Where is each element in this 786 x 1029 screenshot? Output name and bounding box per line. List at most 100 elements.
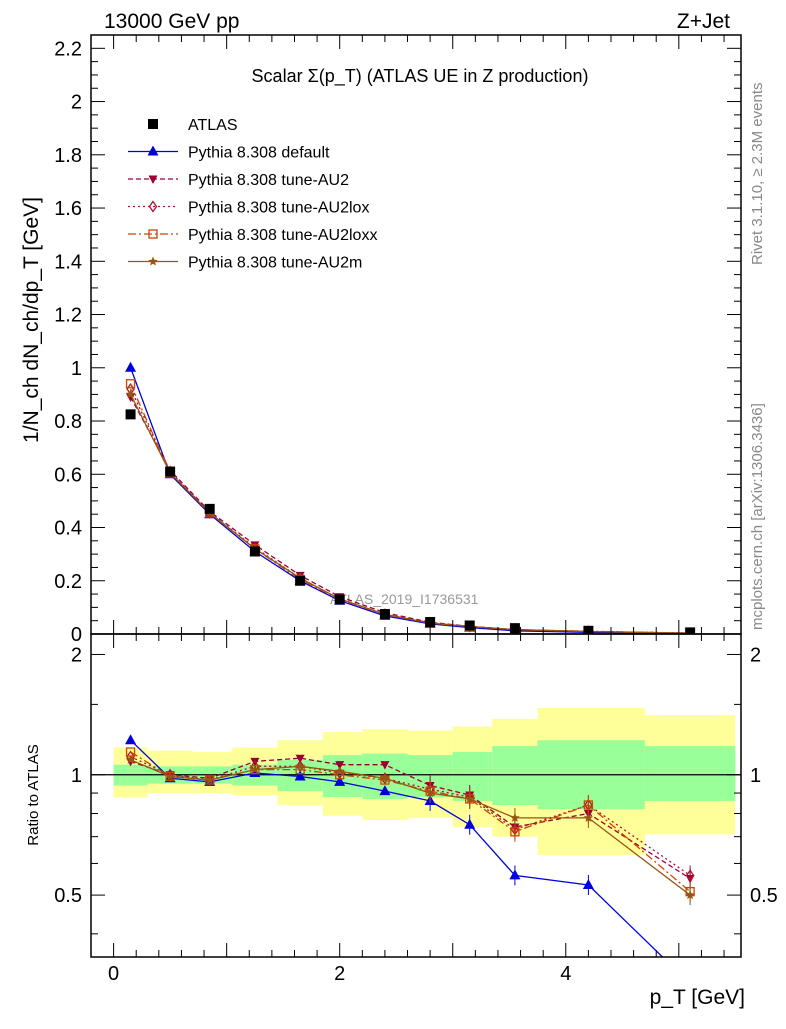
- ratio-data-point: [204, 775, 215, 785]
- main-data-point: [249, 546, 260, 557]
- plot-title: Scalar Σ(p_T) (ATLAS UE in Z production): [252, 66, 589, 87]
- ratio-data-point: [464, 818, 476, 829]
- ratio-band-green: [492, 746, 538, 806]
- ratio-data-point: [509, 869, 521, 880]
- ratio-series-4: [125, 754, 695, 906]
- ratio-y-tick-label-left: 2: [71, 644, 82, 666]
- ratio-y-axis-label: Ratio to ATLAS: [25, 744, 42, 845]
- ratio-y-tick-label-right: 0.5: [750, 885, 778, 907]
- legend-label: Pythia 8.308 tune-AU2m: [188, 255, 362, 272]
- ratio-y-tick-label-left: 0.5: [54, 885, 82, 907]
- ratio-y-tick-label-right: 2: [750, 644, 761, 666]
- header-right: Z+Jet: [677, 10, 730, 33]
- main-y-tick-label: 2.2: [54, 38, 82, 60]
- legend: ATLAS Pythia 8.308 default Pythia 8.308 tu…: [128, 117, 377, 272]
- main-series-group: [125, 361, 696, 634]
- main-data-point: [509, 623, 520, 634]
- ratio-y-tick-label-left: 1: [71, 765, 82, 787]
- ratio-data-point: [380, 761, 390, 770]
- ratio-data-point: [464, 793, 475, 803]
- ratio-series-line: [130, 739, 664, 957]
- ratio-data-point: [425, 788, 435, 798]
- main-y-tick-label: 0.4: [54, 518, 82, 540]
- main-y-tick-label: 1: [71, 358, 82, 380]
- main-y-tick-label: 2: [71, 92, 82, 114]
- legend-label: Pythia 8.308 tune-AU2lox: [188, 200, 369, 217]
- main-y-tick-label: 1.4: [54, 251, 82, 273]
- main-data-point: [125, 389, 136, 399]
- main-y-tick-label: 1.2: [54, 305, 82, 327]
- main-data-point: [334, 594, 345, 605]
- main-series-line: [130, 396, 691, 634]
- main-data-point: [125, 379, 136, 389]
- ratio-series-group: [125, 734, 695, 957]
- legend-marker: [148, 200, 158, 213]
- ratio-data-point: [685, 869, 695, 882]
- legend-marker: [148, 229, 158, 239]
- main-data-point: [464, 620, 475, 631]
- ratio-data-point: [294, 770, 306, 781]
- main-y-tick-label: 0.2: [54, 571, 82, 593]
- main-series-line: [129, 367, 691, 634]
- ratio-y-tick-label-right: 1: [750, 765, 761, 787]
- legend-label: ATLAS: [188, 117, 238, 134]
- x-tick-label: 2: [334, 963, 345, 985]
- legend-entry: Pythia 8.308 tune-AU2loxx: [128, 227, 377, 244]
- axes-group: 0 2 400.20.40.60.811.21.41.61.822.20.5 0.51…: [54, 34, 778, 985]
- main-series-line: [130, 394, 691, 634]
- ratio-data-point: [125, 734, 137, 745]
- ratio-data-point: [582, 878, 594, 889]
- legend-label: Pythia 8.308 tune-AU2: [188, 172, 349, 189]
- legend-entry: Pythia 8.308 tune-AU2: [128, 172, 349, 189]
- main-y-tick-label: 0.6: [54, 464, 82, 486]
- legend-entry: Pythia 8.308 tune-AU2lox: [128, 200, 369, 217]
- ratio-data-point: [335, 761, 345, 770]
- main-y-tick-label: 0.8: [54, 411, 82, 433]
- x-tick-label: 0: [108, 963, 119, 985]
- ratio-data-point: [295, 754, 305, 764]
- ratio-data-point: [583, 812, 594, 822]
- ratio-frame: [90, 633, 742, 958]
- ratio-data-point: [165, 771, 175, 781]
- main-y-tick-label: 1.6: [54, 198, 82, 220]
- legend-marker: [148, 175, 158, 184]
- ratio-data-point: [334, 766, 345, 776]
- mcplots-label: mcplots.cern.ch [arXiv:1306.3436]: [749, 403, 766, 630]
- ratio-series-line: [130, 759, 691, 896]
- watermark: ATLAS_2019_I1736531: [330, 591, 479, 607]
- ratio-data-point: [380, 773, 390, 783]
- legend-entry: Pythia 8.308 tune-AU2m: [128, 255, 362, 272]
- main-data-point: [295, 575, 306, 586]
- ratio-data-point: [295, 761, 305, 771]
- ratio-data-point: [685, 890, 695, 900]
- main-data-point: [685, 627, 696, 634]
- legend-entry: ATLAS: [148, 117, 238, 134]
- legend-label: Pythia 8.308 tune-AU2loxx: [188, 227, 377, 244]
- main-data-point: [165, 466, 176, 477]
- main-data-point: [204, 503, 215, 514]
- main-data-point: [125, 361, 137, 372]
- legend-marker: [147, 145, 159, 156]
- ratio-data-point: [125, 754, 136, 764]
- ratio-band-green: [644, 746, 736, 801]
- x-tick-label: 4: [560, 963, 571, 985]
- main-series-0: [125, 409, 696, 634]
- ratio-data-point: [379, 785, 391, 796]
- legend-entry: Pythia 8.308 default: [128, 145, 330, 162]
- legend-label: Pythia 8.308 default: [188, 145, 330, 162]
- main-y-tick-label: 0: [71, 624, 82, 646]
- main-data-point: [379, 609, 390, 620]
- ratio-data-point: [250, 764, 260, 774]
- legend-marker: [148, 256, 158, 266]
- ratio-series-line: [130, 757, 691, 880]
- main-y-axis-label: 1/N_ch dN_ch/dp_T [GeV]: [20, 197, 43, 443]
- ratio-data-point: [334, 775, 346, 786]
- rivet-label: Rivet 3.1.10, ≥ 2.3M events: [749, 83, 766, 266]
- header-left: 13000 GeV pp: [104, 10, 239, 33]
- main-data-point: [425, 617, 436, 628]
- ratio-data-point: [510, 812, 520, 822]
- main-y-tick-label: 1.8: [54, 145, 82, 167]
- main-data-point: [125, 409, 136, 420]
